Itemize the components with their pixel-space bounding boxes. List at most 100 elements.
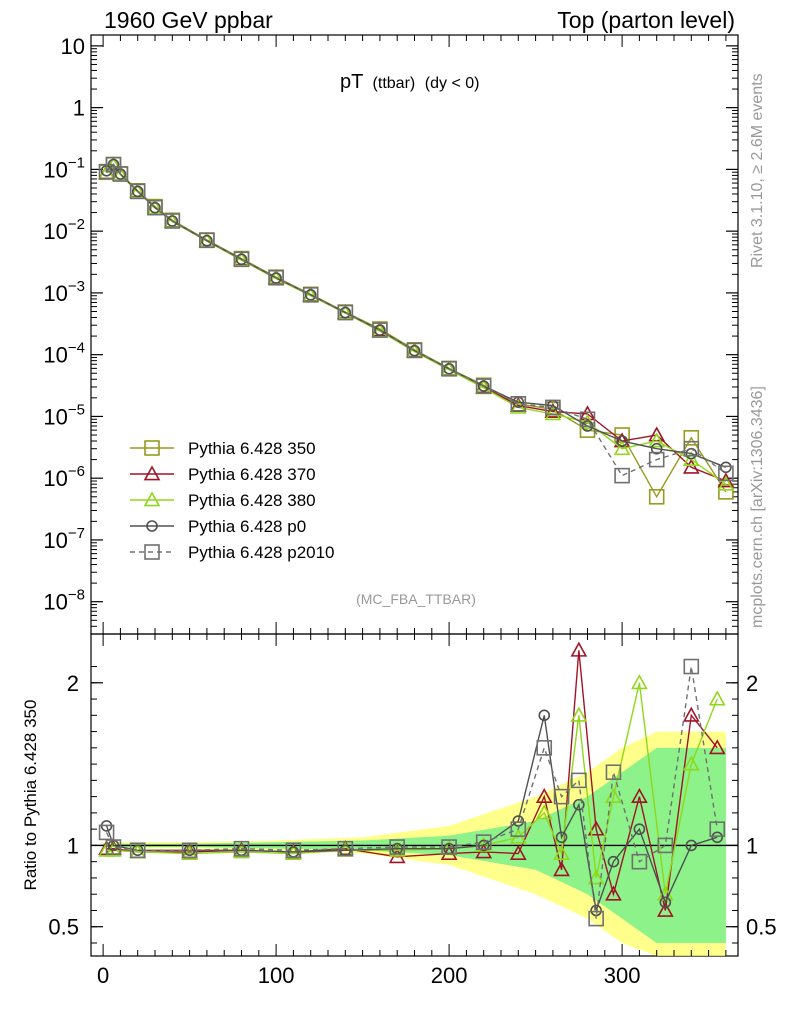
data-point (683, 440, 700, 457)
plot-title-sub: (ttbar) (373, 75, 416, 92)
ratio-point (475, 834, 492, 850)
legend-label: Pythia 6.428 350 (188, 439, 316, 458)
legend-entry-1: Pythia 6.428 370 (130, 465, 316, 484)
y-tick-label: 10−6 (43, 463, 85, 491)
series-line (106, 163, 727, 477)
ratio-point (571, 772, 587, 789)
y-tick-exponent: −3 (68, 278, 85, 295)
ratio-point (570, 706, 588, 722)
y-tick-exponent: −6 (68, 463, 85, 480)
data-point (718, 465, 734, 482)
data-point (544, 405, 562, 421)
ratio-y-tick-label: 2 (67, 671, 79, 696)
data-point (443, 363, 455, 375)
ratio-series-3 (98, 658, 726, 927)
series-line (106, 164, 727, 485)
ratio-point (657, 837, 674, 854)
ratio-point (607, 855, 620, 868)
y-tick-base: 10 (43, 404, 67, 429)
y-tick-base: 10 (43, 219, 67, 244)
legend-label: Pythia 6.428 380 (188, 491, 316, 510)
data-point (648, 432, 666, 448)
data-point (475, 378, 492, 394)
ratio-point (509, 844, 527, 860)
ratio-series-line (106, 650, 718, 911)
ratio-y-tick-label-right: 1 (746, 833, 758, 858)
data-point (304, 289, 317, 301)
y-tick-base: 10 (43, 343, 67, 368)
y-tick-exponent: −5 (68, 401, 85, 418)
data-point (614, 467, 630, 484)
data-point (302, 287, 319, 303)
series-line (106, 163, 727, 468)
data-point (718, 484, 734, 500)
data-point (510, 396, 527, 412)
legend-label: Pythia 6.428 p0 (188, 517, 306, 536)
ratio-point (605, 885, 622, 901)
data-point (164, 213, 181, 229)
data-point (682, 458, 700, 474)
y-tick-label: 1 (73, 96, 85, 121)
y-tick-exponent: −2 (68, 216, 85, 233)
ratio-point (631, 674, 648, 690)
data-point (683, 430, 700, 446)
ratio-series-line (106, 682, 718, 895)
series-3 (100, 158, 732, 474)
data-point (682, 450, 700, 466)
y-tick-base: 10 (43, 590, 67, 615)
ratio-point (570, 641, 588, 657)
legend: Pythia 6.428 350 Pythia 6.428 370 Pythia 6… (130, 439, 335, 562)
ratio-point (535, 804, 553, 820)
y-tick-base: 10 (43, 157, 67, 182)
ratio-point (659, 896, 672, 909)
data-point (613, 440, 631, 456)
data-point (650, 442, 663, 455)
data-point (131, 185, 144, 198)
legend-marker (144, 440, 160, 456)
ratio-point (183, 844, 196, 857)
header-right: Top (parton level) (557, 7, 735, 33)
y-tick-label: 10−4 (43, 340, 85, 368)
ratio-point (233, 840, 250, 857)
data-point (441, 361, 457, 377)
ratio-point (685, 839, 698, 852)
ratio-point (605, 764, 622, 781)
ratio-point (656, 901, 674, 917)
data-point (270, 272, 282, 284)
ratio-point (477, 839, 490, 852)
legend-marker (146, 520, 158, 532)
data-point (163, 212, 181, 228)
data-point (339, 306, 352, 319)
legend-marker (143, 465, 161, 481)
ratio-point (441, 839, 457, 855)
data-point (149, 201, 161, 214)
ratio-series-line (105, 666, 718, 919)
y-tick-base: 10 (43, 281, 67, 306)
ratio-point (682, 706, 700, 722)
data-point (112, 166, 129, 182)
data-point (648, 451, 665, 468)
ratio-point (709, 821, 726, 837)
ratio-y-tick-label: 0.5 (48, 915, 79, 940)
ratio-point (105, 839, 122, 855)
y-tick-exponent: −8 (68, 587, 85, 604)
ratio-point (708, 739, 726, 755)
data-point (337, 304, 354, 321)
ratio-point (587, 869, 605, 885)
data-point (477, 380, 490, 392)
y-tick-label: 10 (61, 34, 85, 59)
y-tick-label: 10−1 (43, 154, 85, 182)
data-point (408, 344, 421, 357)
data-point (374, 324, 386, 336)
ratio-point (535, 787, 553, 804)
ratio-point (631, 787, 648, 804)
ratio-point (588, 910, 604, 927)
rivet-label: Rivet 3.1.10, ≥ 2.6M events (749, 73, 766, 268)
ratio-point (285, 844, 302, 860)
plot-title-cond: (dy < 0) (425, 75, 480, 92)
y-tick-label: 10−2 (43, 216, 85, 244)
y-tick-exponent: −7 (68, 525, 85, 542)
x-tick-label: 200 (431, 963, 468, 988)
ratio-point (181, 842, 198, 859)
